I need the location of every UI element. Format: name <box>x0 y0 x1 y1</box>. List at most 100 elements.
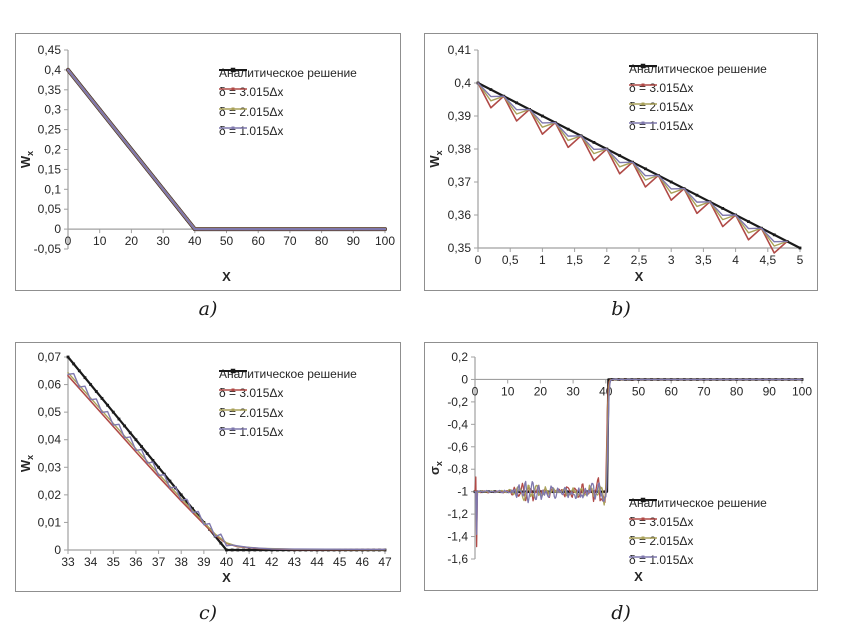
legend-item-a-1: δ = 3.015Δx <box>219 84 283 100</box>
legend-label: Аналитическое решение <box>219 367 357 381</box>
svg-text:60: 60 <box>665 384 679 398</box>
series-c-3 <box>67 372 386 551</box>
svg-text:-1,6: -1,6 <box>447 552 468 566</box>
svg-text:4: 4 <box>732 253 739 267</box>
svg-text:0: 0 <box>54 222 61 236</box>
legend-label: Аналитическое решение <box>629 62 767 76</box>
svg-text:0,38: 0,38 <box>448 142 472 156</box>
legend-swatch <box>629 497 657 503</box>
svg-text:-0,05: -0,05 <box>34 242 62 256</box>
svg-text:0,05: 0,05 <box>38 202 62 216</box>
series-group <box>476 81 802 254</box>
svg-text:0,35: 0,35 <box>38 83 62 97</box>
legend-swatch <box>219 67 247 73</box>
svg-text:70: 70 <box>697 384 711 398</box>
chart-panel-b: 0,41 0,4 0,39 0,38 0,37 0,36 0,35 0 0,5 1 1,5 2 2,5 3… <box>424 33 818 291</box>
chart-panel-c: 0,07 0,06 0,05 0,04 0,03 0,02 0,01 0 33 34 35 36 37 3… <box>15 342 401 592</box>
svg-text:5: 5 <box>797 253 804 267</box>
series-group <box>66 67 387 232</box>
svg-text:50: 50 <box>220 234 234 248</box>
svg-text:50: 50 <box>632 384 646 398</box>
y-axis-title: Wx <box>18 455 35 472</box>
series-b-0 <box>476 81 802 250</box>
chart-panel-d: 0,2 0 -0,2 -0,4 -0,6 -0,8 -1 -1,2 -1,4 -1,6 0 10 20 3… <box>424 342 818 591</box>
svg-text:30: 30 <box>566 384 580 398</box>
svg-text:46: 46 <box>356 555 370 569</box>
chart-a-canvas: 0,450,40,350,30,250,20,150,10,050-0,050 1… <box>18 43 395 284</box>
svg-text:-0,2: -0,2 <box>447 395 468 409</box>
svg-text:43: 43 <box>288 555 302 569</box>
legend-item-c-0: Аналитическое решение <box>219 366 357 382</box>
svg-text:44: 44 <box>310 555 324 569</box>
legend-swatch <box>219 408 247 412</box>
legend-swatch <box>629 102 657 106</box>
svg-text:0,3: 0,3 <box>44 103 61 117</box>
svg-text:2: 2 <box>603 253 610 267</box>
svg-text:10: 10 <box>93 234 107 248</box>
legend-item-d-3: δ = 1.015Δx <box>629 552 693 568</box>
svg-text:0: 0 <box>461 372 468 386</box>
chart-b-canvas: 0,41 0,4 0,39 0,38 0,37 0,36 0,350 0,5 1 1,5 2 2,5 3… <box>427 43 804 284</box>
svg-text:80: 80 <box>315 234 329 248</box>
axes: 0,41 0,4 0,39 0,38 0,37 0,36 0,350 0,5 1 1,5 2 2,5 3… <box>448 43 804 267</box>
series-group <box>473 378 804 548</box>
svg-text:40: 40 <box>220 555 234 569</box>
legend-swatch <box>629 63 657 69</box>
legend-swatch <box>629 517 657 521</box>
svg-text:0,36: 0,36 <box>448 208 472 222</box>
svg-text:40: 40 <box>599 384 613 398</box>
svg-text:90: 90 <box>347 234 361 248</box>
svg-text:38: 38 <box>175 555 189 569</box>
svg-text:90: 90 <box>763 384 777 398</box>
series-group <box>66 355 387 552</box>
svg-text:10: 10 <box>501 384 515 398</box>
svg-text:70: 70 <box>283 234 297 248</box>
svg-text:-1,4: -1,4 <box>447 530 468 544</box>
svg-text:33: 33 <box>61 555 75 569</box>
svg-text:-1: -1 <box>457 485 468 499</box>
svg-text:60: 60 <box>252 234 266 248</box>
svg-text:100: 100 <box>375 234 395 248</box>
y-axis-title: σx <box>427 461 444 475</box>
svg-text:0,02: 0,02 <box>38 488 62 502</box>
svg-text:0,01: 0,01 <box>38 515 62 529</box>
y-axis-title: Wx <box>18 151 35 168</box>
svg-text:0,06: 0,06 <box>38 378 62 392</box>
legend-label: Аналитическое решение <box>629 496 767 510</box>
legend-swatch <box>219 388 247 392</box>
legend-swatch <box>629 83 657 87</box>
svg-text:0: 0 <box>472 384 479 398</box>
svg-text:1,5: 1,5 <box>566 253 583 267</box>
svg-text:80: 80 <box>730 384 744 398</box>
legend-label: Аналитическое решение <box>219 66 357 80</box>
x-axis-title: X <box>222 570 231 585</box>
panel-label-c: c) <box>198 602 218 624</box>
legend-item-c-3: δ = 1.015Δx <box>219 424 283 440</box>
svg-text:0,4: 0,4 <box>454 76 471 90</box>
svg-text:0,37: 0,37 <box>448 175 472 189</box>
legend-swatch <box>219 368 247 374</box>
svg-text:20: 20 <box>534 384 548 398</box>
chart-c-canvas: 0,07 0,06 0,05 0,04 0,03 0,02 0,01 033 34 35 36 37 3… <box>18 350 392 585</box>
legend-item-a-2: δ = 2.015Δx <box>219 104 283 120</box>
svg-text:20: 20 <box>125 234 139 248</box>
legend-swatch <box>219 87 247 91</box>
legend-item-c-2: δ = 2.015Δx <box>219 405 283 421</box>
svg-text:0,04: 0,04 <box>38 433 62 447</box>
legend-item-d-0: Аналитическое решение <box>629 495 767 511</box>
svg-text:47: 47 <box>378 555 392 569</box>
svg-text:30: 30 <box>156 234 170 248</box>
svg-text:0,45: 0,45 <box>38 43 62 57</box>
svg-text:0,2: 0,2 <box>451 350 468 364</box>
svg-text:4,5: 4,5 <box>759 253 776 267</box>
legend-swatch <box>629 536 657 540</box>
svg-text:39: 39 <box>197 555 211 569</box>
legend-item-d-1: δ = 3.015Δx <box>629 514 693 530</box>
series-a-3 <box>66 68 387 231</box>
svg-text:0,35: 0,35 <box>448 241 472 255</box>
chart-panel-a: 0,45 0,4 0,35 0,3 0,25 0,2 0,15 0,1 0,05 0 -0,05 0 1… <box>15 33 401 291</box>
svg-text:-1,2: -1,2 <box>447 507 468 521</box>
legend-item-b-0: Аналитическое решение <box>629 61 767 77</box>
svg-text:-0,8: -0,8 <box>447 462 468 476</box>
legend-item-a-3: δ = 1.015Δx <box>219 123 283 139</box>
